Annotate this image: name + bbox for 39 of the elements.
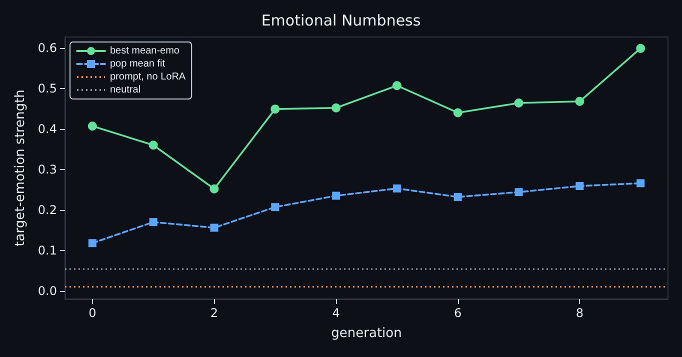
point (636, 44, 646, 53)
legend-label: prompt, no LoRA (110, 72, 186, 82)
point (454, 192, 462, 201)
x-tick-label: 8 (576, 306, 584, 320)
point (392, 184, 401, 192)
point (210, 224, 218, 232)
point (453, 108, 462, 118)
point (576, 182, 584, 190)
y-tick-label: 0.0 (38, 284, 57, 298)
x-tick-label: 6 (454, 306, 462, 320)
legend-label: neutral (110, 84, 141, 96)
y-tick-label: 0.3 (38, 162, 57, 176)
x-tick-label: 2 (210, 306, 218, 320)
point (392, 81, 402, 90)
point (575, 96, 584, 106)
point (332, 192, 340, 200)
y-tick-label: 0.1 (38, 243, 57, 258)
point (514, 98, 524, 108)
legend-label: pop mean fit (110, 58, 166, 70)
point (149, 218, 158, 226)
legend-label: best mean-emo (110, 46, 180, 56)
point (88, 239, 96, 248)
y-tick-label: 0.5 (38, 81, 57, 96)
x-tick-label: 4 (332, 306, 340, 320)
point (514, 188, 523, 196)
y-tick-label: 0.4 (38, 122, 57, 136)
point (271, 203, 280, 212)
point (332, 103, 341, 112)
point (210, 184, 219, 194)
y-axis-title: target-emotion strength (13, 90, 28, 246)
y-tick-label: 0.6 (38, 40, 57, 55)
point (636, 179, 645, 188)
point (148, 140, 158, 150)
y-tick-label: 0.2 (38, 202, 57, 217)
x-axis-title: generation (331, 326, 402, 341)
point (270, 104, 280, 114)
x-tick-label: 0 (88, 306, 96, 320)
chart-title: Emotional Numbness (261, 12, 421, 30)
point (88, 122, 97, 131)
